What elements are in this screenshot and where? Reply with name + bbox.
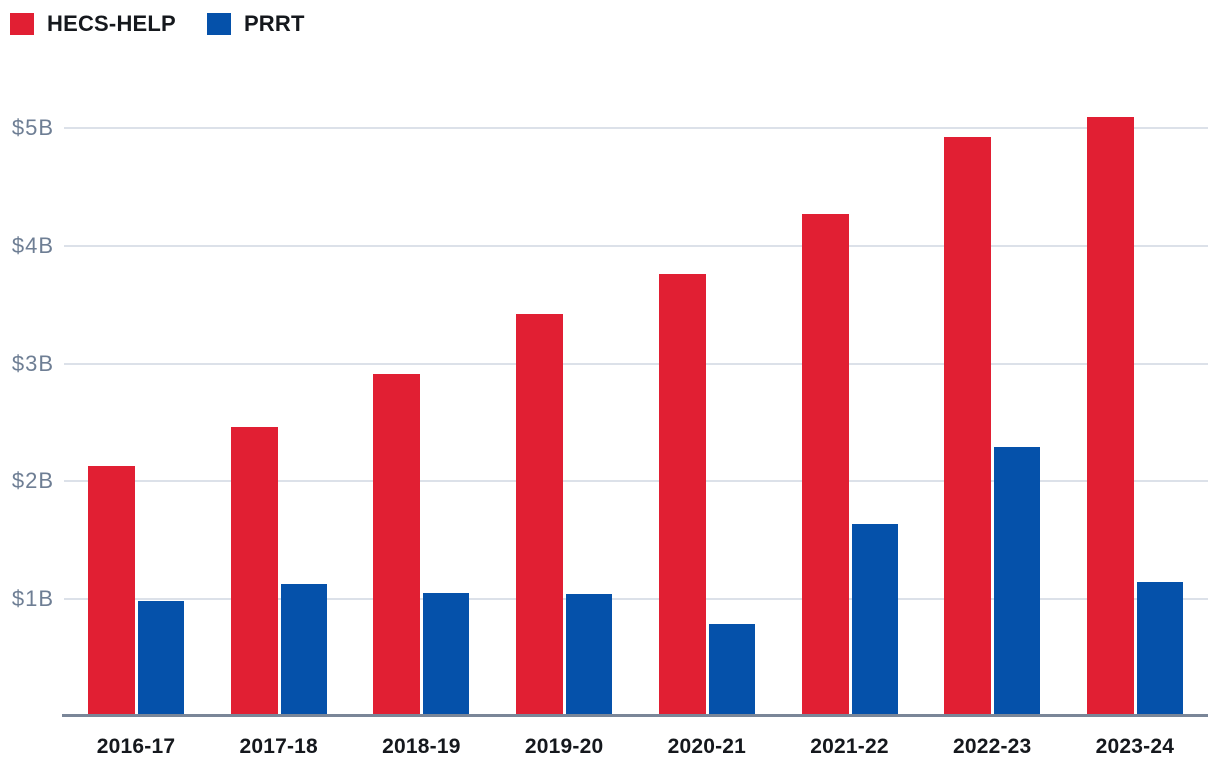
bar-prrt-2023-24: [1136, 582, 1183, 716]
bar-group-2018-19: 2018-19: [373, 85, 470, 758]
chart-legend: HECS-HELP PRRT: [10, 11, 305, 37]
x-axis-label: 2020-21: [667, 735, 747, 758]
x-axis-line: [62, 714, 1208, 717]
bar-prrt-2021-22: [851, 524, 898, 716]
y-gridline: [64, 244, 1208, 247]
bar-hecs-help-2018-19: [373, 374, 421, 716]
y-axis-tick-label: $1B: [11, 585, 54, 611]
bar-prrt-2019-20: [566, 593, 613, 716]
bar-hecs-help-2016-17: [88, 465, 135, 716]
y-gridline: [64, 597, 1208, 600]
bar-hecs-help-2022-23: [944, 136, 992, 716]
y-axis-tick-label: $5B: [11, 115, 54, 141]
bar-group-2016-17: 2016-17: [88, 85, 184, 758]
bar-hecs-help-2019-20: [516, 314, 564, 716]
x-axis-label: 2022-23: [952, 735, 1032, 758]
x-axis-label: 2021-22: [810, 735, 889, 758]
x-axis-label: 2023-24: [1095, 735, 1175, 758]
y-gridline: [64, 362, 1208, 365]
bar-prrt-2020-21: [708, 624, 755, 716]
bar-prrt-2018-19: [423, 592, 470, 716]
legend-label-prrt: PRRT: [243, 11, 305, 36]
bar-group-2021-22: 2021-22: [801, 85, 898, 758]
bar-hecs-help-2020-21: [658, 274, 706, 716]
bar-hecs-help-2021-22: [801, 214, 849, 716]
bar-prrt-2016-17: [138, 600, 184, 716]
x-axis-label: 2018-19: [382, 735, 461, 758]
bar-prrt-2017-18: [280, 584, 327, 716]
legend-swatch-hecs-help: [10, 13, 34, 35]
legend-item-prrt: PRRT: [206, 11, 305, 37]
x-axis-label: 2017-18: [239, 735, 318, 758]
bar-group-2019-20: 2019-20: [516, 85, 613, 758]
y-gridline: [64, 480, 1208, 482]
legend-label-hecs-help: HECS-HELP: [47, 11, 176, 36]
bar-group-2022-23: 2022-23: [944, 85, 1041, 758]
x-axis-label: 2016-17: [96, 735, 176, 758]
plot-area: $1B $2B $3B $4B $5B 2016-17 2017-18 2018-19 2019…: [12, 85, 1208, 758]
x-axis-label: 2019-20: [524, 735, 604, 758]
y-axis-tick-label: $3B: [11, 350, 54, 376]
legend-swatch-prrt: [206, 13, 231, 35]
y-gridline: [64, 127, 1208, 130]
bar-hecs-help-2023-24: [1086, 116, 1134, 716]
bar-group-2020-21: 2020-21: [658, 85, 755, 758]
y-axis-tick-label: $2B: [11, 468, 54, 493]
bar-hecs-help-2017-18: [230, 426, 278, 716]
bar-prrt-2022-23: [994, 446, 1041, 716]
bar-group-2017-18: 2017-18: [230, 85, 327, 758]
legend-item-hecs-help: HECS-HELP: [10, 11, 176, 37]
y-axis-tick-label: $4B: [11, 232, 54, 258]
bar-group-2023-24: 2023-24: [1086, 85, 1183, 758]
